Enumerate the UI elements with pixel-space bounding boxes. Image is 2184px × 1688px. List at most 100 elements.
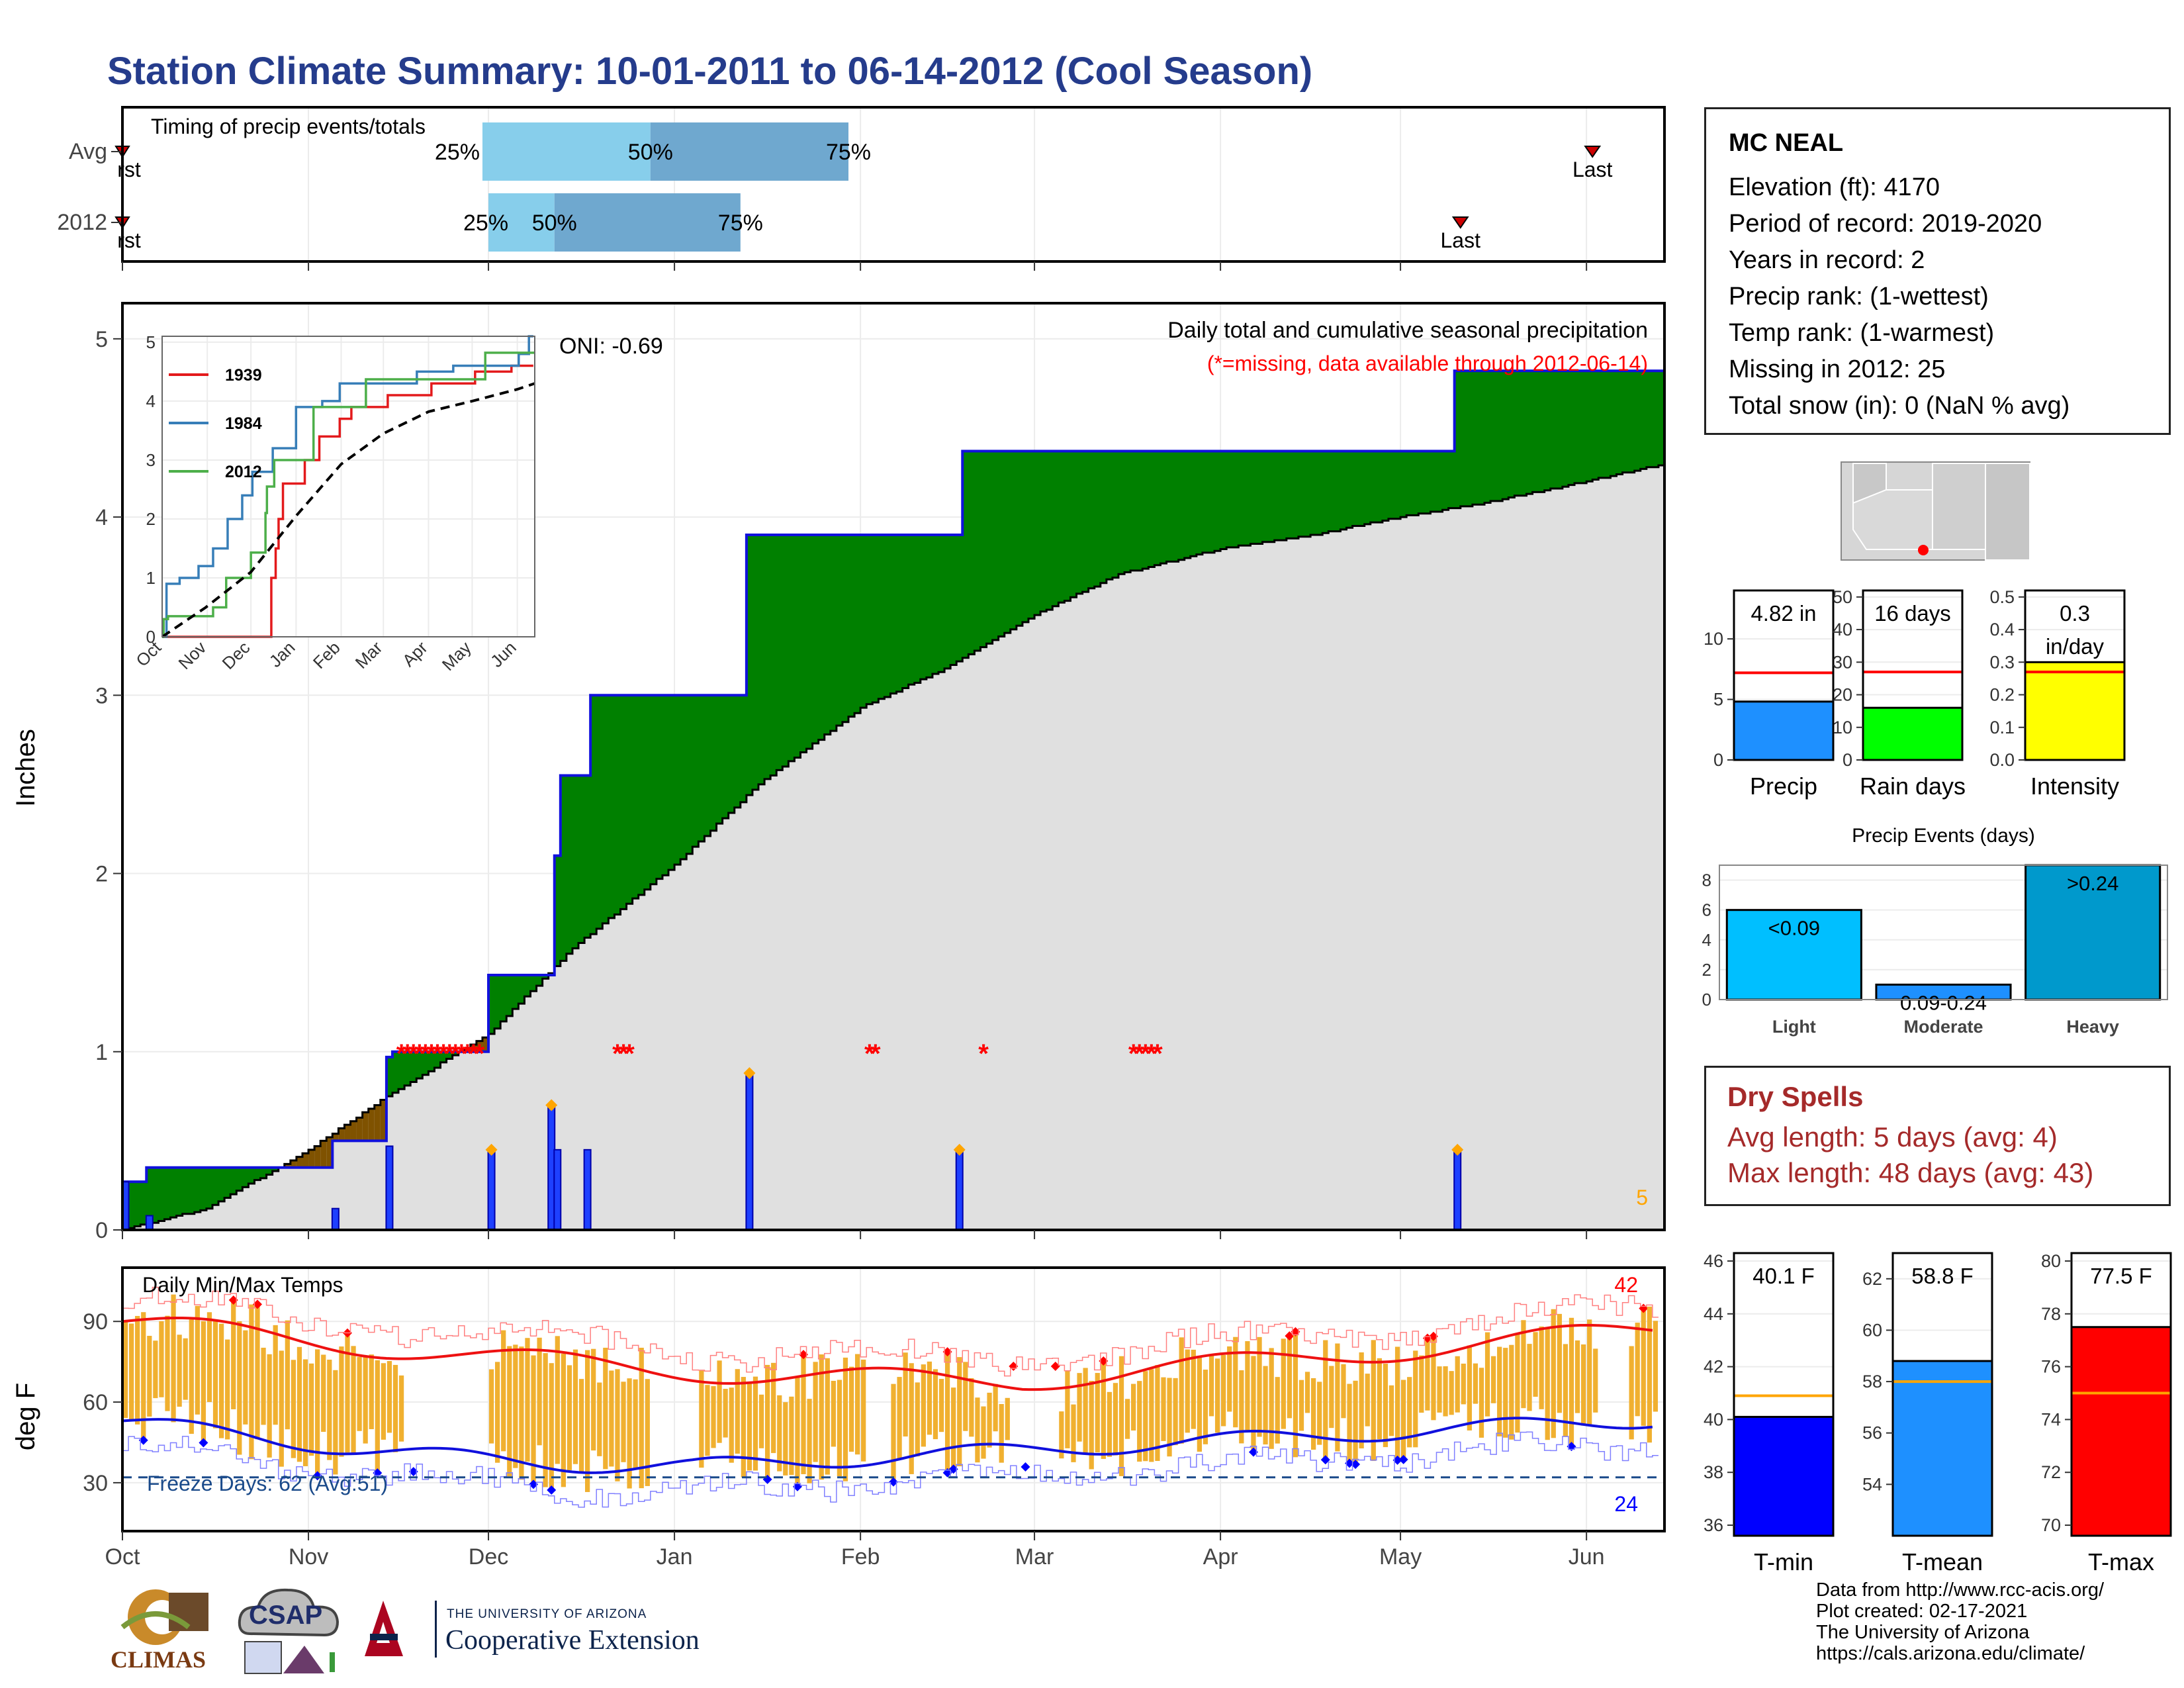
- inset-panel: [161, 336, 535, 637]
- above-average-area: [1058, 451, 1065, 603]
- above-average-area: [674, 695, 681, 865]
- avg-cumulative-area: [1556, 489, 1563, 1230]
- above-average-area: [1484, 371, 1491, 503]
- temp-y-tick-label: 90: [83, 1309, 108, 1335]
- station-info-lines: Elevation (ft): 4170 Period of record: 20…: [1729, 169, 2169, 424]
- daily-temp-bar: [1419, 1355, 1424, 1413]
- inset-y-tick-label: 0: [146, 627, 156, 647]
- daily-temp-bar: [578, 1379, 584, 1474]
- avg-cumulative-area: [866, 704, 873, 1230]
- daily-temp-bar: [237, 1321, 242, 1455]
- above-average-area: [584, 775, 591, 938]
- above-average-area: [1040, 451, 1047, 612]
- tmean-y-tick-label: 54: [1862, 1474, 1882, 1494]
- avg-cumulative-area: [722, 818, 729, 1230]
- above-average-area: [434, 1051, 441, 1068]
- above-average-area: [1010, 451, 1017, 630]
- avg-cumulative-area: [698, 841, 705, 1230]
- above-average-area: [1196, 451, 1203, 555]
- daily-temp-bar: [1479, 1368, 1484, 1438]
- avg-cumulative-area: [1280, 540, 1287, 1230]
- temp-y-axis-label: deg F: [11, 1383, 40, 1450]
- tmin-y-tick-label: 42: [1704, 1357, 1723, 1377]
- avg-cumulative-area: [416, 1078, 423, 1230]
- avg-cumulative-area: [1082, 592, 1089, 1230]
- temp-x-tick-label: Apr: [1203, 1544, 1238, 1570]
- above-average-area: [224, 1167, 231, 1198]
- avg-cumulative-area: [1016, 626, 1023, 1230]
- above-average-area: [1094, 451, 1101, 587]
- avg-cumulative-area: [572, 948, 579, 1230]
- avg-cumulative-area: [1406, 515, 1413, 1230]
- daily-temp-bar: [1065, 1370, 1070, 1448]
- avg-cumulative-area: [968, 654, 975, 1230]
- record-high-marker: [1285, 1331, 1295, 1341]
- daily-temp-bar: [302, 1359, 308, 1466]
- avg-cumulative-area: [1652, 467, 1659, 1230]
- rain_days-y-tick-label: 20: [1833, 685, 1852, 705]
- avg-cumulative-area: [1250, 543, 1257, 1230]
- tmax-y-tick-label: 76: [2041, 1357, 2061, 1377]
- timing-row-label: Avg: [69, 139, 107, 164]
- above-average-area: [410, 1051, 417, 1082]
- tmin-y-tick-label: 44: [1704, 1304, 1723, 1324]
- avg-cumulative-area: [440, 1062, 447, 1230]
- daily-temp-bar: [153, 1340, 158, 1399]
- avg-cumulative-area: [1508, 497, 1515, 1230]
- above-average-area: [1154, 451, 1161, 565]
- avg-cumulative-area: [140, 1224, 147, 1230]
- avg-cumulative-area: [872, 702, 879, 1230]
- avg-cumulative-area: [1202, 552, 1209, 1230]
- avg-cumulative-area: [272, 1171, 279, 1230]
- avg-cumulative-area: [1544, 490, 1551, 1230]
- above-average-area: [1022, 451, 1029, 622]
- daily-temp-bar: [507, 1346, 512, 1477]
- avg-cumulative-area: [842, 722, 849, 1230]
- above-average-area: [644, 695, 651, 890]
- timing-title: Timing of precip events/totals: [151, 115, 426, 138]
- missing-day-marker: *: [414, 1039, 425, 1068]
- avg-cumulative-area: [1364, 524, 1371, 1230]
- daily-temp-bar: [1341, 1364, 1346, 1419]
- temp-panel-border: [121, 1266, 1666, 1532]
- daily-temp-bar: [218, 1323, 224, 1438]
- tmean-y-tick-label: 56: [1862, 1423, 1882, 1443]
- above-average-area: [1556, 371, 1563, 489]
- daily-temp-bar: [339, 1346, 344, 1457]
- avg-cumulative-area: [164, 1219, 171, 1230]
- temp-title: Daily Min/Max Temps: [142, 1273, 343, 1297]
- avg-cumulative-area: [1562, 487, 1569, 1231]
- daily-temp-bar: [267, 1354, 272, 1458]
- above-average-area: [1550, 371, 1557, 489]
- above-average-area: [782, 535, 789, 767]
- avg-cumulative-area: [554, 966, 561, 1230]
- tmean-bar: [1891, 1360, 1993, 1537]
- record-high-count: 42: [1614, 1273, 1638, 1297]
- avg-cumulative-area: [950, 665, 957, 1230]
- avg-cumulative-area: [404, 1085, 411, 1230]
- avg-cumulative-area: [1358, 526, 1365, 1230]
- timing-label-75: 75%: [826, 140, 871, 165]
- inset-legend-label: 1939: [225, 366, 262, 385]
- daily-temp-bar: [1298, 1380, 1304, 1431]
- avg-cumulative-area: [1166, 561, 1173, 1230]
- above-average-area: [428, 1051, 435, 1072]
- avg-cumulative-area: [1460, 506, 1467, 1230]
- avg-cumulative-area: [938, 672, 945, 1230]
- avg-cumulative-area: [152, 1223, 159, 1230]
- dry-spells-box: Dry Spells Avg length: 5 days (avg: 4) M…: [1704, 1066, 2171, 1206]
- inset-y-tick-label: 3: [146, 450, 156, 470]
- above-average-area: [494, 975, 501, 1029]
- avg-cumulative-area: [584, 937, 591, 1230]
- avg-cumulative-area: [740, 802, 747, 1230]
- below-average-area: [482, 1037, 489, 1052]
- intensity-y-tick-label: 0.1: [1989, 718, 2015, 737]
- freeze-days-label: Freeze Days: 62 (Avg:51): [147, 1472, 388, 1495]
- inset-legend-label: 1984: [225, 414, 262, 433]
- above-average-area: [896, 535, 903, 692]
- above-average-area: [878, 535, 886, 699]
- daily-precip-bar: [487, 1149, 496, 1231]
- above-average-area: [920, 535, 927, 680]
- above-average-area: [902, 535, 909, 688]
- avg-cumulative-area: [1076, 593, 1083, 1230]
